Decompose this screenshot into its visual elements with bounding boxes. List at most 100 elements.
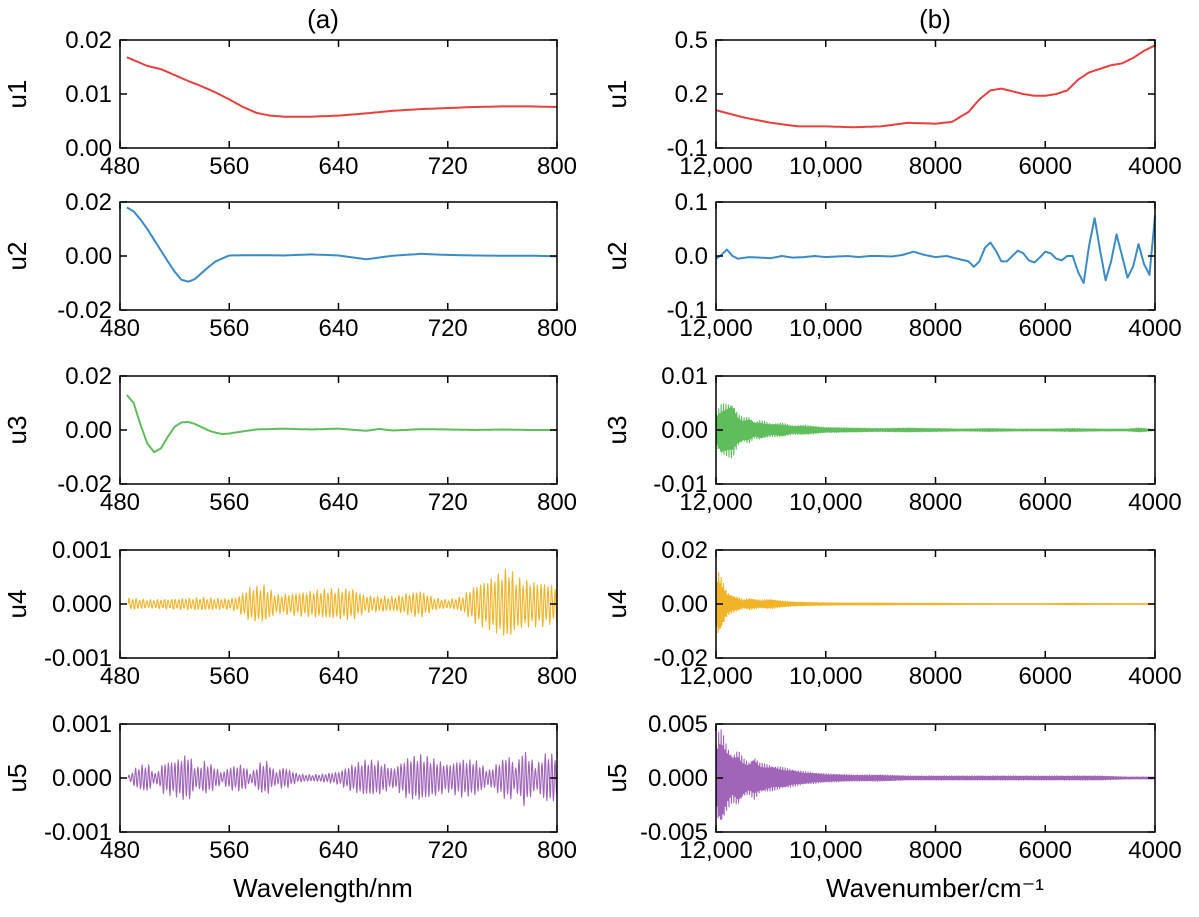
y-tick-label-a-u1: 0.02 [65, 27, 112, 54]
panel-a-u3: -0.02 0.00 0.02 480 560 640 720 800 u3 [2, 363, 577, 516]
x-tick-label-a-u5: 800 [537, 837, 577, 864]
y-tick-label-b-u5: -0.005 [640, 819, 708, 846]
panel-a-u2: -0.02 0.00 0.02 480 560 640 720 800 u2 [2, 189, 577, 342]
x-tick-label-a-u5: 640 [318, 837, 358, 864]
x-tick-label-a-u1: 560 [209, 153, 249, 180]
x-tick-label-b-u1: 12,000 [679, 153, 752, 180]
series-line-a-u5 [127, 751, 558, 807]
y-tick-label-a-u5: 0.001 [52, 711, 112, 738]
x-tick-label-a-u4: 800 [537, 663, 577, 690]
panel-b-u3: -0.01 0.00 0.01 12,000 10,000 8000 6000 4000 u3 [602, 363, 1182, 516]
x-tick-label-a-u2: 560 [209, 315, 249, 342]
y-tick-label-b-u4: -0.02 [653, 645, 708, 672]
series-line-b-u5 [715, 729, 1156, 820]
x-tick-label-b-u4: 12,000 [679, 663, 752, 690]
y-axis-title-b-u1: u1 [602, 80, 632, 109]
y-tick-label-b-u2: 0.1 [675, 189, 708, 216]
x-tick-label-b-u3: 8000 [909, 489, 962, 516]
x-tick-label-b-u1: 6000 [1019, 153, 1072, 180]
y-tick-label-a-u5: -0.001 [44, 819, 112, 846]
x-tick-label-b-u5: 4000 [1128, 837, 1181, 864]
x-tick-label-a-u2: 800 [537, 315, 577, 342]
y-tick-label-a-u5: 0.000 [52, 765, 112, 792]
y-axis-title-a-u5: u5 [2, 764, 32, 793]
x-tick-label-a-u3: 800 [537, 489, 577, 516]
x-tick-label-b-u5: 12,000 [679, 837, 752, 864]
series-line-a-u4 [127, 568, 558, 636]
x-tick-label-b-u3: 4000 [1128, 489, 1181, 516]
x-tick-label-a-u1: 800 [537, 153, 577, 180]
y-tick-label-a-u4: -0.001 [44, 645, 112, 672]
y-axis-title-a-u3: u3 [2, 416, 32, 445]
plot-frame-a-u1 [119, 39, 558, 149]
panel-b-u4: -0.02 0.00 0.02 12,000 10,000 8000 6000 4000 u4 [602, 537, 1182, 690]
x-tick-label-b-u3: 12,000 [679, 489, 752, 516]
y-tick-label-a-u4: 0.001 [52, 537, 112, 564]
y-tick-label-b-u3: -0.01 [653, 471, 708, 498]
x-tick-label-a-u4: 560 [209, 663, 249, 690]
x-tick-label-a-u3: 480 [100, 489, 140, 516]
y-axis-title-a-u2: u2 [2, 242, 32, 271]
series-line-b-u3 [715, 403, 1156, 459]
x-tick-label-b-u1: 4000 [1128, 153, 1181, 180]
panel-b-u1: -0.1 0.2 0.5 12,000 10,000 8000 6000 4000 u1 [602, 27, 1182, 180]
y-tick-label-b-u1: 0.5 [675, 27, 708, 54]
x-tick-label-a-u4: 480 [100, 663, 140, 690]
x-tick-label-a-u1: 720 [428, 153, 468, 180]
y-tick-label-b-u1: 0.2 [675, 81, 708, 108]
y-tick-label-b-u3: 0.00 [661, 417, 708, 444]
x-tick-label-b-u5: 8000 [909, 837, 962, 864]
x-tick-label-b-u5: 6000 [1019, 837, 1072, 864]
y-axis-title-a-u4: u4 [2, 590, 32, 619]
plot-frame-b-u1 [715, 39, 1156, 149]
x-tick-label-b-u4: 8000 [909, 663, 962, 690]
x-tick-label-a-u2: 640 [318, 315, 358, 342]
x-tick-label-b-u1: 8000 [909, 153, 962, 180]
y-tick-label-b-u4: 0.02 [661, 537, 708, 564]
y-tick-label-a-u2: 0.00 [65, 243, 112, 270]
x-tick-label-b-u4: 10,000 [789, 663, 862, 690]
x-tick-label-a-u4: 720 [428, 663, 468, 690]
x-tick-label-b-u2: 12,000 [679, 315, 752, 342]
x-tick-label-a-u1: 640 [318, 153, 358, 180]
series-line-a-u2 [126, 206, 558, 283]
series-line-b-u1 [715, 44, 1156, 129]
series-line-b-u4 [715, 571, 1156, 634]
y-tick-label-a-u1: 0.00 [65, 135, 112, 162]
x-axis-title-b: Wavenumber/cm⁻¹ [826, 873, 1044, 903]
x-tick-label-a-u1: 480 [100, 153, 140, 180]
x-tick-label-b-u2: 10,000 [789, 315, 862, 342]
x-tick-label-b-u1: 10,000 [789, 153, 862, 180]
y-tick-label-b-u2: -0.1 [667, 297, 708, 324]
panel-b-u2: -0.1 0.0 0.1 12,000 10,000 8000 6000 4000 u2 [602, 189, 1182, 342]
y-tick-label-a-u1: 0.01 [65, 81, 112, 108]
y-tick-label-a-u3: -0.02 [57, 471, 112, 498]
y-tick-label-a-u3: 0.00 [65, 417, 112, 444]
x-tick-label-a-u3: 640 [318, 489, 358, 516]
x-tick-label-b-u3: 6000 [1019, 489, 1072, 516]
y-tick-label-b-u2: 0.0 [675, 243, 708, 270]
series-line-a-u3 [126, 394, 557, 454]
y-tick-label-b-u1: -0.1 [667, 135, 708, 162]
x-tick-label-b-u2: 6000 [1019, 315, 1072, 342]
x-tick-label-a-u5: 480 [100, 837, 140, 864]
x-tick-label-a-u2: 720 [428, 315, 468, 342]
panel-a-u5: -0.001 0.000 0.001 480 560 640 720 800 u5 [2, 711, 577, 864]
panel-a-u4: -0.001 0.000 0.001 480 560 640 720 800 u4 [2, 537, 577, 690]
x-tick-label-a-u4: 640 [318, 663, 358, 690]
x-axis-title-a: Wavelength/nm [233, 873, 413, 903]
x-tick-label-b-u4: 4000 [1128, 663, 1181, 690]
x-tick-label-b-u2: 4000 [1128, 315, 1181, 342]
x-tick-label-a-u2: 480 [100, 315, 140, 342]
x-tick-label-b-u3: 10,000 [789, 489, 862, 516]
x-tick-label-a-u5: 720 [428, 837, 468, 864]
y-axis-title-a-u1: u1 [2, 80, 32, 109]
x-tick-label-a-u3: 560 [209, 489, 249, 516]
panel-b-u5: -0.005 0.000 0.005 12,000 10,000 8000 6000 4000… [602, 711, 1182, 864]
y-tick-label-b-u3: 0.01 [661, 363, 708, 390]
panel-a-u1: 0.00 0.01 0.02 480 560 640 720 800 u1 [2, 27, 577, 180]
y-tick-label-b-u4: 0.00 [661, 591, 708, 618]
y-tick-label-a-u4: 0.000 [52, 591, 112, 618]
